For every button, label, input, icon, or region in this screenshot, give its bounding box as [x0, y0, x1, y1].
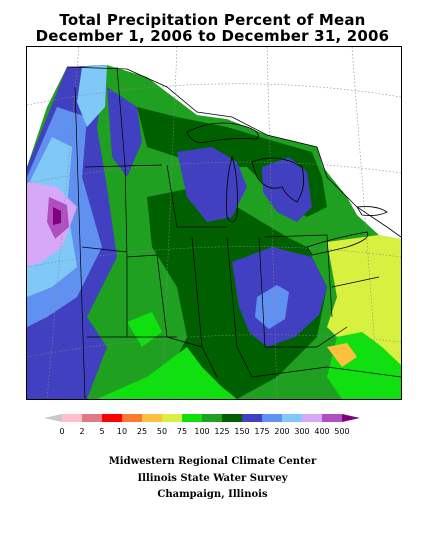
legend-swatch	[202, 414, 222, 422]
international-border	[66, 66, 401, 238]
legend-label: 2	[79, 427, 84, 436]
legend-label: 5	[99, 427, 104, 436]
zone-175-michigan	[262, 157, 312, 222]
legend-label: 200	[274, 427, 289, 436]
legend-arrow-low	[44, 414, 62, 422]
graticule	[27, 47, 401, 399]
credit-location: Champaign, Illinois	[157, 489, 268, 500]
legend-label: 500	[334, 427, 349, 436]
zone-100-west	[127, 312, 162, 347]
color-legend: 0 2 5 10 25 50 75 100 125 150 175 200 300 400 500	[40, 412, 385, 440]
zone-100-south	[97, 347, 237, 399]
legend-swatch	[62, 414, 82, 422]
legend-arrow-high	[342, 414, 360, 422]
legend-swatch	[182, 414, 202, 422]
legend-label: 125	[214, 427, 229, 436]
precipitation-map	[26, 46, 402, 400]
legend-swatch	[322, 414, 342, 422]
legend-label: 25	[137, 427, 147, 436]
zone-175-minnesota	[107, 87, 142, 177]
legend-label: 50	[157, 427, 167, 436]
legend-label: 400	[314, 427, 329, 436]
legend-label: 300	[294, 427, 309, 436]
map-title-line2: December 1, 2006 to December 31, 2006	[35, 27, 390, 45]
legend-swatch	[302, 414, 322, 422]
zone-50-kentucky	[327, 343, 357, 367]
legend-swatch	[102, 414, 122, 422]
state-boundaries	[74, 66, 401, 399]
zone-max-west	[53, 207, 61, 225]
credit-survey: Illinois State Water Survey	[137, 473, 288, 484]
legend-label: 10	[117, 427, 127, 436]
legend-label: 0	[59, 427, 64, 436]
no-data-region	[97, 47, 401, 239]
legend-swatch	[82, 414, 102, 422]
legend-label: 100	[194, 427, 209, 436]
legend-svg: 0 2 5 10 25 50 75 100 125 150 175 200 300 400 500	[44, 414, 360, 436]
legend-label: 175	[254, 427, 269, 436]
legend-swatch	[282, 414, 302, 422]
map-title-line1: Total Precipitation Percent of Mean	[59, 11, 366, 29]
legend-swatch	[142, 414, 162, 422]
legend-swatch	[262, 414, 282, 422]
zone-175-southwest	[27, 317, 107, 399]
legend-label: 75	[177, 427, 187, 436]
credit-institution: Midwestern Regional Climate Center	[108, 456, 317, 467]
legend-swatch	[122, 414, 142, 422]
legend-swatch	[242, 414, 262, 422]
zone-75-ohio	[327, 235, 401, 365]
great-lakes	[186, 122, 388, 256]
legend-swatch	[222, 414, 242, 422]
legend-label: 150	[234, 427, 249, 436]
zone-300-north	[77, 65, 107, 127]
map-canvas	[27, 47, 401, 399]
legend-swatch	[162, 414, 182, 422]
